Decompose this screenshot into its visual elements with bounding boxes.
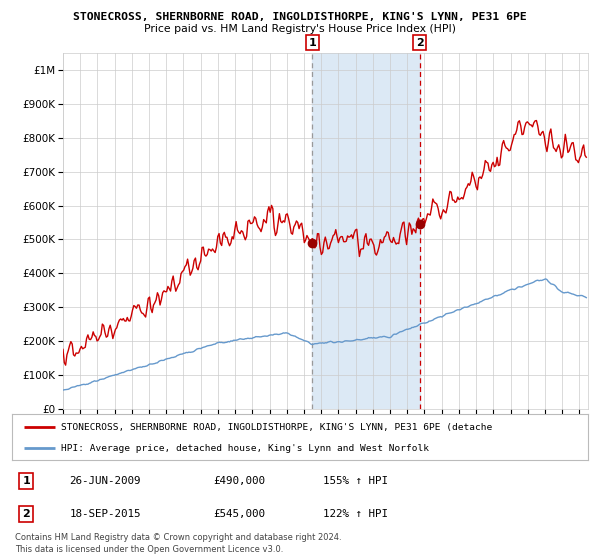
Text: Price paid vs. HM Land Registry's House Price Index (HPI): Price paid vs. HM Land Registry's House … [144, 24, 456, 34]
Text: Contains HM Land Registry data © Crown copyright and database right 2024.: Contains HM Land Registry data © Crown c… [15, 533, 341, 542]
Text: 122% ↑ HPI: 122% ↑ HPI [323, 509, 388, 519]
Text: 2: 2 [23, 509, 30, 519]
Text: This data is licensed under the Open Government Licence v3.0.: This data is licensed under the Open Gov… [15, 545, 283, 554]
Text: HPI: Average price, detached house, King's Lynn and West Norfolk: HPI: Average price, detached house, King… [61, 444, 429, 453]
Text: 18-SEP-2015: 18-SEP-2015 [70, 509, 141, 519]
Text: £545,000: £545,000 [214, 509, 266, 519]
Text: £490,000: £490,000 [214, 476, 266, 486]
Text: 2: 2 [416, 38, 424, 48]
Text: 26-JUN-2009: 26-JUN-2009 [70, 476, 141, 486]
Text: 1: 1 [23, 476, 30, 486]
Text: STONECROSS, SHERNBORNE ROAD, INGOLDISTHORPE, KING'S LYNN, PE31 6PE (detache: STONECROSS, SHERNBORNE ROAD, INGOLDISTHO… [61, 423, 492, 432]
Text: 1: 1 [308, 38, 316, 48]
Bar [313, 53, 419, 409]
Text: STONECROSS, SHERNBORNE ROAD, INGOLDISTHORPE, KING'S LYNN, PE31 6PE: STONECROSS, SHERNBORNE ROAD, INGOLDISTHO… [73, 12, 527, 22]
Text: 155% ↑ HPI: 155% ↑ HPI [323, 476, 388, 486]
